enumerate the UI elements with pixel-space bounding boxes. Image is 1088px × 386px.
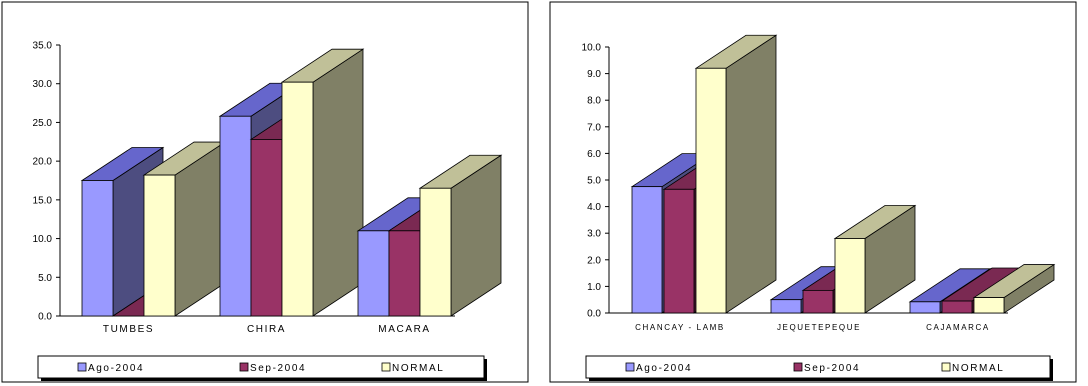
legend-swatch bbox=[625, 362, 635, 372]
y-tick-label: 25.0 bbox=[33, 118, 53, 129]
y-tick-label: 2.0 bbox=[587, 255, 601, 266]
bar-front bbox=[909, 301, 941, 314]
legend-swatch bbox=[239, 362, 249, 372]
y-tick-label: 30.0 bbox=[33, 79, 53, 90]
bar-front bbox=[250, 139, 283, 317]
chart-panel-left: 0.0 5.0 10.0 15.0 20.0 25.0 30.0 35.0 TUMBES CHI… bbox=[0, 0, 530, 386]
bar-front bbox=[357, 230, 390, 317]
legend-entry: Ago-2004 bbox=[88, 363, 144, 374]
bar-chancay-lamb-normal bbox=[694, 34, 778, 314]
legend-entry: Ago-2004 bbox=[636, 363, 692, 374]
bar-front bbox=[281, 81, 314, 317]
bar-chart-right: 0.0 1.0 2.0 3.0 4.0 5.0 6.0 7.0 8.0 9.0 10.0 CHANC… bbox=[549, 1, 1077, 383]
bar-front bbox=[834, 238, 866, 314]
bar-front bbox=[941, 300, 973, 314]
y-tick-label: 15.0 bbox=[33, 195, 53, 206]
bars bbox=[630, 34, 1056, 314]
bars bbox=[80, 48, 503, 317]
bar-front bbox=[219, 115, 252, 317]
y-tick-label: 9.0 bbox=[587, 69, 601, 80]
legend-swatch bbox=[941, 362, 951, 372]
legend-swatch bbox=[793, 362, 803, 372]
bar-jequetepeque-normal bbox=[833, 204, 917, 314]
category-label: CHIRA bbox=[247, 324, 286, 335]
y-tick-label: 10.0 bbox=[582, 43, 602, 54]
category-label: MACARA bbox=[378, 324, 430, 335]
y-tick-label: 35.0 bbox=[33, 41, 53, 52]
bar-front bbox=[695, 67, 727, 314]
bar-front bbox=[388, 230, 421, 317]
legend: Ago-2004 Sep-2004 NORMAL bbox=[585, 355, 1053, 381]
category-label: CAJAMARCA bbox=[926, 323, 990, 332]
bar-front bbox=[663, 188, 695, 314]
y-tick-label: 0.0 bbox=[587, 309, 601, 320]
bar-chart-left: 0.0 5.0 10.0 15.0 20.0 25.0 30.0 35.0 TUMBES CHI… bbox=[1, 1, 529, 383]
y-tick-label: 0.0 bbox=[38, 312, 52, 323]
category-labels: CHANCAY - LAMB JEQUETEPEQUE CAJAMARCA bbox=[635, 323, 990, 332]
bar-chira-normal bbox=[280, 48, 365, 317]
bar-front bbox=[143, 174, 176, 317]
y-tick-label: 20.0 bbox=[33, 157, 53, 168]
legend-entry: Sep-2004 bbox=[804, 363, 860, 374]
bar-side bbox=[312, 48, 364, 317]
legend-swatch bbox=[77, 362, 87, 372]
bar-front bbox=[770, 299, 802, 314]
category-label: CHANCAY - LAMB bbox=[635, 323, 725, 332]
legend: Ago-2004 Sep-2004 NORMAL bbox=[37, 355, 487, 381]
legend-box bbox=[585, 355, 1051, 379]
bar-front bbox=[802, 289, 834, 314]
bar-macara-normal bbox=[418, 154, 503, 317]
bar-side bbox=[725, 34, 777, 314]
y-tick-label: 6.0 bbox=[587, 149, 601, 160]
chart-panel-right: 0.0 1.0 2.0 3.0 4.0 5.0 6.0 7.0 8.0 9.0 10.0 CHANC… bbox=[548, 0, 1078, 386]
y-tick-label: 3.0 bbox=[587, 229, 601, 240]
y-tick-label: 10.0 bbox=[33, 234, 53, 245]
bar-tumbes-normal bbox=[142, 141, 227, 317]
y-tick-label: 1.0 bbox=[587, 282, 601, 293]
legend-entry: NORMAL bbox=[392, 363, 444, 374]
bar-front bbox=[973, 297, 1005, 314]
y-tick-label: 5.0 bbox=[38, 273, 52, 284]
legend-box bbox=[37, 355, 485, 379]
bar-cajamarca-normal bbox=[972, 263, 1056, 314]
category-label: TUMBES bbox=[103, 324, 154, 335]
category-labels: TUMBES CHIRA MACARA bbox=[103, 324, 430, 335]
bar-front bbox=[631, 186, 663, 314]
bar-front bbox=[81, 180, 114, 317]
legend-entry: NORMAL bbox=[952, 363, 1004, 374]
category-label: JEQUETEPEQUE bbox=[777, 323, 861, 332]
legend-swatch bbox=[381, 362, 391, 372]
y-tick-label: 5.0 bbox=[587, 176, 601, 187]
y-tick-label: 7.0 bbox=[587, 122, 601, 133]
y-tick-label: 4.0 bbox=[587, 202, 601, 213]
y-tick-label: 8.0 bbox=[587, 96, 601, 107]
bar-front bbox=[419, 187, 452, 317]
legend-entry: Sep-2004 bbox=[250, 363, 306, 374]
